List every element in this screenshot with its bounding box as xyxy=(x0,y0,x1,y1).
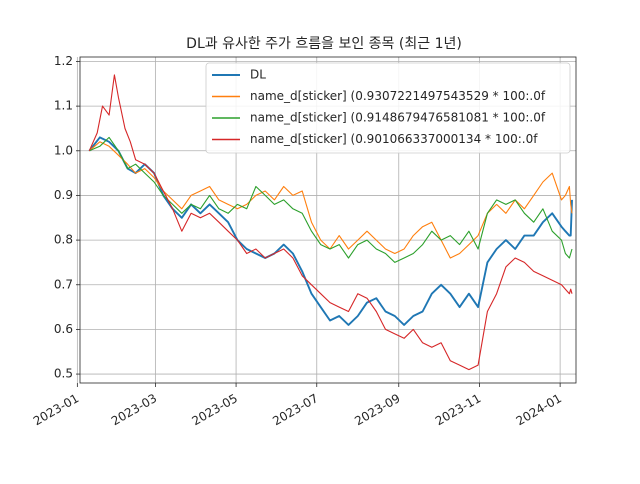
y-tick-label: 1.2 xyxy=(54,54,73,68)
legend: DL name_d[sticker] (0.9307221497543529 * … xyxy=(205,62,571,154)
y-tick-label: 0.7 xyxy=(54,277,73,291)
x-tick-label: 2023-11 xyxy=(433,391,483,428)
legend-label: name_d[sticker] (0.901066337000134 * 100… xyxy=(250,132,538,146)
plot-frame xyxy=(79,56,577,384)
y-tick-label: 1.1 xyxy=(54,99,73,113)
legend-label: name_d[sticker] (0.9148679476581081 * 10… xyxy=(250,111,546,125)
y-tick-label: 0.8 xyxy=(54,233,73,247)
chart-title: DL과 유사한 주가 흐름을 보인 종목 (최근 1년) xyxy=(186,36,462,52)
x-tick-label: 2024-01 xyxy=(514,391,564,428)
series-line-1 xyxy=(88,141,573,259)
x-tick-label: 2023-07 xyxy=(270,391,320,428)
y-tick-label: 1.0 xyxy=(54,143,73,157)
legend-label: name_d[sticker] (0.9307221497543529 * 10… xyxy=(250,89,546,103)
y-tick-label: 0.9 xyxy=(54,188,73,202)
x-tick-label: 2023-01 xyxy=(31,391,81,428)
legend-box xyxy=(205,62,571,154)
x-tick-label: 2023-03 xyxy=(109,391,159,428)
series-line-0 xyxy=(88,136,573,326)
x-tick-label: 2023-05 xyxy=(190,391,240,428)
series-line-2 xyxy=(89,136,573,263)
series-lines xyxy=(88,74,573,371)
x-tick-label: 2023-09 xyxy=(352,391,402,428)
legend-label: DL xyxy=(250,68,266,82)
series-line-3 xyxy=(88,74,573,371)
y-tick-label: 0.6 xyxy=(54,322,73,336)
y-tick-label: 0.5 xyxy=(54,367,73,381)
